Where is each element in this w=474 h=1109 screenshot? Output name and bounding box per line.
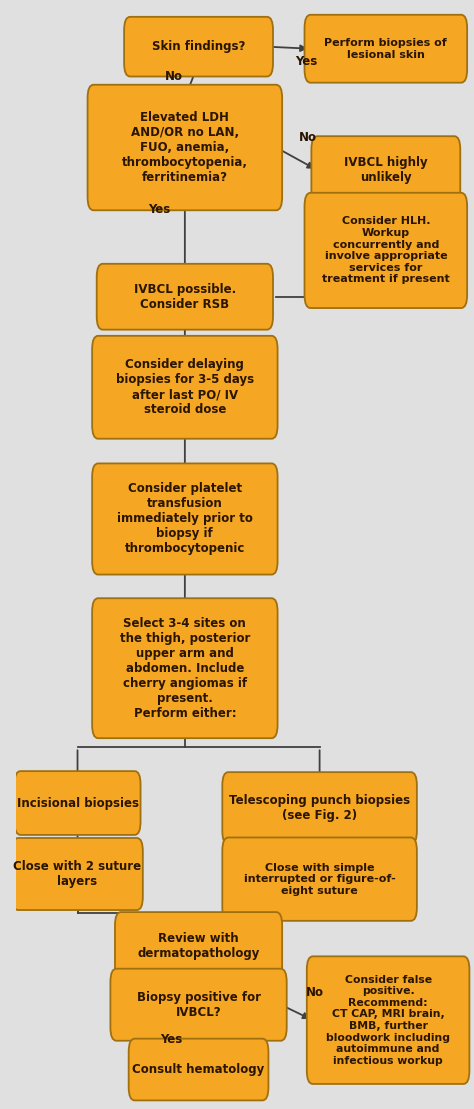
Text: Consider delaying
biopsies for 3-5 days
after last PO/ IV
steroid dose: Consider delaying biopsies for 3-5 days … (116, 358, 254, 416)
Text: Consider HLH.
Workup
concurrently and
involve appropriate
services for
treatment: Consider HLH. Workup concurrently and in… (322, 216, 450, 284)
Text: Telescoping punch biopsies
(see Fig. 2): Telescoping punch biopsies (see Fig. 2) (229, 794, 410, 822)
Text: No: No (299, 131, 317, 144)
FancyBboxPatch shape (128, 1039, 268, 1100)
Text: Incisional biopsies: Incisional biopsies (17, 796, 138, 810)
FancyBboxPatch shape (88, 84, 282, 211)
FancyBboxPatch shape (12, 838, 143, 910)
FancyBboxPatch shape (304, 193, 467, 308)
FancyBboxPatch shape (92, 598, 278, 739)
FancyBboxPatch shape (115, 912, 282, 980)
Text: Close with 2 suture
layers: Close with 2 suture layers (13, 859, 142, 888)
Text: Skin findings?: Skin findings? (152, 40, 245, 53)
Text: Yes: Yes (295, 54, 317, 68)
Text: Yes: Yes (160, 1034, 182, 1046)
Text: Perform biopsies of
lesional skin: Perform biopsies of lesional skin (325, 38, 447, 60)
Text: Yes: Yes (149, 203, 171, 216)
Text: Elevated LDH
AND/OR no LAN,
FUO, anemia,
thrombocytopenia,
ferritinemia?: Elevated LDH AND/OR no LAN, FUO, anemia,… (122, 111, 248, 184)
Text: Consult hematology: Consult hematology (132, 1064, 264, 1076)
FancyBboxPatch shape (97, 264, 273, 329)
Text: No: No (306, 986, 324, 999)
FancyBboxPatch shape (110, 968, 287, 1040)
Text: Close with simple
interrupted or figure-of-
eight suture: Close with simple interrupted or figure-… (244, 863, 395, 896)
FancyBboxPatch shape (222, 772, 417, 844)
FancyBboxPatch shape (307, 956, 469, 1083)
FancyBboxPatch shape (124, 17, 273, 77)
Text: Review with
dermatopathology: Review with dermatopathology (137, 932, 260, 960)
FancyBboxPatch shape (304, 14, 467, 83)
Text: Consider platelet
transfusion
immediately prior to
biopsy if
thrombocytopenic: Consider platelet transfusion immediatel… (117, 482, 253, 556)
Text: Consider false
positive.
Recommend:
CT CAP, MRI brain,
BMB, further
bloodwork in: Consider false positive. Recommend: CT C… (326, 975, 450, 1066)
Text: IVBCL possible.
Consider RSB: IVBCL possible. Consider RSB (134, 283, 236, 311)
FancyBboxPatch shape (222, 837, 417, 920)
FancyBboxPatch shape (92, 336, 278, 439)
FancyBboxPatch shape (311, 136, 460, 204)
Text: IVBCL highly
unlikely: IVBCL highly unlikely (344, 156, 428, 184)
FancyBboxPatch shape (92, 464, 278, 574)
Text: No: No (164, 70, 182, 83)
FancyBboxPatch shape (15, 771, 141, 835)
Text: Select 3-4 sites on
the thigh, posterior
upper arm and
abdomen. Include
cherry a: Select 3-4 sites on the thigh, posterior… (119, 617, 250, 720)
Text: Biopsy positive for
IVBCL?: Biopsy positive for IVBCL? (137, 990, 261, 1019)
